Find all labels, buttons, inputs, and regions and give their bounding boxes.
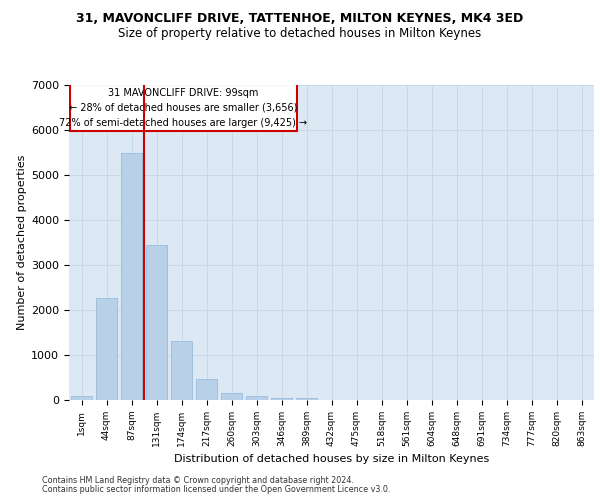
Bar (121, 154, 142, 400)
Bar (171, 340, 192, 400)
Bar (71, 396, 92, 400)
Bar (221, 393, 242, 400)
Bar (271, 398, 292, 400)
Text: Contains HM Land Registry data © Crown copyright and database right 2024.: Contains HM Land Registry data © Crown c… (42, 476, 354, 485)
Bar (196, 380, 217, 400)
Text: ← 28% of detached houses are smaller (3,656): ← 28% of detached houses are smaller (3,… (69, 102, 298, 113)
X-axis label: Distribution of detached houses by size in Milton Keynes: Distribution of detached houses by size … (174, 454, 489, 464)
Bar (70, 84, 296, 131)
Text: 31, MAVONCLIFF DRIVE, TATTENHOE, MILTON KEYNES, MK4 3ED: 31, MAVONCLIFF DRIVE, TATTENHOE, MILTON … (76, 12, 524, 26)
Bar (296, 398, 317, 400)
Bar (146, 245, 167, 400)
Text: Size of property relative to detached houses in Milton Keynes: Size of property relative to detached ho… (118, 28, 482, 40)
Bar (96, 298, 117, 400)
Text: 72% of semi-detached houses are larger (9,425) →: 72% of semi-detached houses are larger (… (59, 118, 307, 128)
Bar (246, 396, 267, 400)
Text: Contains public sector information licensed under the Open Government Licence v3: Contains public sector information licen… (42, 485, 391, 494)
Y-axis label: Number of detached properties: Number of detached properties (17, 155, 27, 330)
Text: 31 MAVONCLIFF DRIVE: 99sqm: 31 MAVONCLIFF DRIVE: 99sqm (108, 88, 259, 98)
